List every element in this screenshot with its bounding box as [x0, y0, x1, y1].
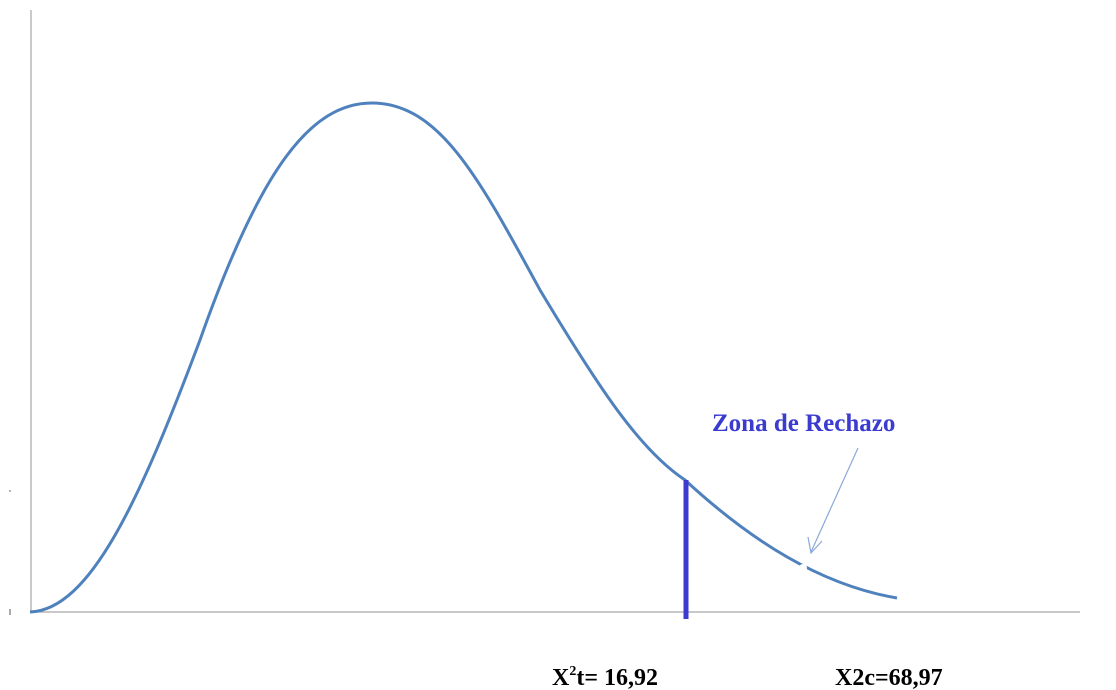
- calculated-label: X2c=68,97: [835, 665, 943, 690]
- distribution-curve: [29, 101, 898, 614]
- label-sup: 2: [569, 664, 576, 679]
- label-rest: t= 16,92: [576, 665, 658, 690]
- critical-label: X2t= 16,92: [552, 664, 658, 690]
- arrow-head: [807, 536, 823, 555]
- dot: [9, 490, 11, 492]
- annotation: Zona de Rechazo: [712, 410, 895, 437]
- label-base: X: [552, 665, 570, 690]
- arrow-shaft: [810, 447, 859, 553]
- curve-gap: [799, 564, 807, 572]
